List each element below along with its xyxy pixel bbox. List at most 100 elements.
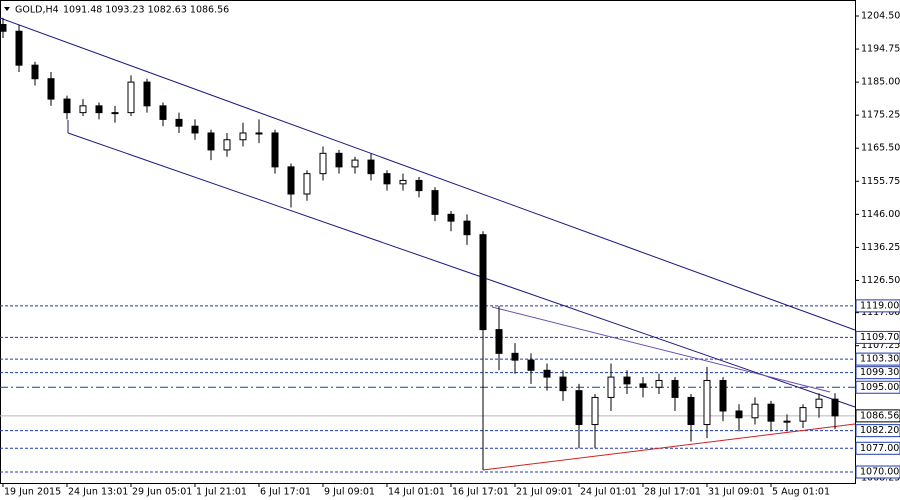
candle-body bbox=[735, 410, 743, 419]
candle-body bbox=[655, 379, 663, 388]
candle-body bbox=[111, 112, 119, 115]
x-tick-label: 6 Jul 17:01 bbox=[260, 487, 311, 498]
candle-body bbox=[63, 98, 71, 114]
candle-body bbox=[783, 420, 791, 423]
candle-body bbox=[319, 152, 327, 175]
candle-body bbox=[399, 179, 407, 185]
y-tick-label: 1204.50 bbox=[861, 11, 900, 22]
level-label-box bbox=[855, 465, 900, 479]
candle-body bbox=[639, 383, 647, 388]
level-label-box bbox=[855, 424, 900, 438]
candle-body bbox=[495, 329, 503, 354]
candle-body bbox=[287, 166, 295, 195]
candle-body bbox=[127, 81, 135, 114]
candle-body bbox=[623, 376, 631, 385]
candle-body bbox=[815, 398, 823, 409]
level-label: 1082.20 bbox=[860, 425, 899, 436]
candle-body bbox=[687, 396, 695, 426]
candle-body bbox=[671, 379, 679, 398]
channel-lower bbox=[67, 132, 856, 408]
levels bbox=[0, 305, 855, 473]
candle-body bbox=[751, 403, 759, 419]
candle-body bbox=[303, 173, 311, 195]
level-label-box bbox=[855, 380, 900, 394]
candle-body bbox=[527, 359, 535, 371]
candle-body bbox=[719, 379, 727, 412]
plot-frame bbox=[0, 0, 856, 484]
menu-arrow bbox=[4, 7, 10, 11]
candle-body bbox=[575, 390, 583, 426]
x-tick-label: 28 Jul 17:01 bbox=[644, 487, 701, 498]
x-tick-label: 21 Jul 09:01 bbox=[516, 487, 573, 498]
x-tick-label: 1 Jul 21:01 bbox=[196, 487, 247, 498]
y-tick-label: 1175.25 bbox=[861, 110, 900, 121]
y-tick-label: 1194.75 bbox=[861, 44, 900, 55]
level-label: 1099.30 bbox=[860, 367, 899, 378]
level-label-box bbox=[855, 299, 900, 313]
candle-body bbox=[239, 132, 247, 141]
x-tick-label: 24 Jun 13:01 bbox=[68, 487, 128, 498]
x-tick-label: 16 Jul 17:01 bbox=[452, 487, 509, 498]
candle-body bbox=[831, 398, 839, 417]
level-label: 1119.00 bbox=[860, 300, 899, 311]
candle-body bbox=[767, 403, 775, 422]
candle-body bbox=[271, 132, 279, 168]
y-tick-label: 1107.25 bbox=[861, 340, 900, 351]
trend-line-red bbox=[482, 423, 856, 471]
candles bbox=[0, 17, 839, 449]
y-tick-label: 1165.50 bbox=[861, 143, 900, 154]
candle-body bbox=[79, 105, 87, 114]
x-tick-label: 5 Aug 01:01 bbox=[772, 487, 830, 498]
y-tick-label: 1155.75 bbox=[861, 176, 900, 187]
x-tick-label: 19 Jun 2015 bbox=[4, 487, 61, 498]
level-label: 1077.00 bbox=[860, 443, 899, 454]
x-tick-label: 24 Jul 01:01 bbox=[580, 487, 637, 498]
level-label-box bbox=[855, 409, 900, 423]
y-tick-label: 1136.25 bbox=[861, 242, 900, 253]
x-tick-label: 31 Jul 09:01 bbox=[708, 487, 765, 498]
x-tick-label: 9 Jul 09:01 bbox=[324, 487, 375, 498]
x-tick-label: 14 Jul 01:01 bbox=[388, 487, 445, 498]
candle-body bbox=[255, 132, 263, 135]
candle-body bbox=[511, 352, 519, 361]
candle-body bbox=[543, 369, 551, 378]
y-tick-label: 1185.00 bbox=[861, 77, 900, 88]
channel-upper bbox=[0, 17, 856, 331]
candle-body bbox=[335, 152, 343, 168]
candle-body bbox=[367, 159, 375, 175]
candle-body bbox=[799, 407, 807, 422]
candle-body bbox=[591, 396, 599, 426]
candle-body bbox=[415, 179, 423, 192]
candle-body bbox=[159, 105, 167, 120]
candle-body bbox=[175, 118, 183, 127]
candle-body bbox=[191, 125, 199, 134]
y-tick-label: 1146.00 bbox=[861, 209, 900, 220]
level-label: 1109.70 bbox=[860, 332, 899, 343]
level-label: 1095.00 bbox=[860, 382, 899, 393]
level-label: 1103.30 bbox=[860, 354, 899, 365]
level-label-box bbox=[855, 366, 900, 380]
y-tick-label: 1117.00 bbox=[861, 307, 900, 318]
symbol-title: GOLD,H4 bbox=[15, 5, 59, 16]
candle-body bbox=[0, 23, 7, 32]
level-label-box bbox=[855, 441, 900, 455]
candle-body bbox=[15, 30, 23, 66]
trend-line-purple bbox=[491, 306, 831, 393]
candle-body bbox=[447, 213, 455, 222]
candle-body bbox=[383, 173, 391, 185]
candle-body bbox=[463, 220, 471, 236]
x-tick-label: 29 Jun 05:01 bbox=[132, 487, 192, 498]
level-label-box bbox=[855, 330, 900, 344]
candle-body bbox=[431, 190, 439, 215]
candle-body bbox=[207, 132, 215, 151]
candle-body bbox=[143, 81, 151, 107]
candle-body bbox=[223, 139, 231, 151]
candle-body bbox=[31, 64, 39, 80]
candle-body bbox=[95, 105, 103, 114]
ohlc-readout: 1091.48 1093.23 1082.63 1086.56 bbox=[63, 5, 229, 16]
level-label: 1086.56 bbox=[860, 410, 899, 421]
candle-body bbox=[559, 376, 567, 392]
candle-body bbox=[607, 376, 615, 398]
candle-body bbox=[351, 159, 359, 168]
